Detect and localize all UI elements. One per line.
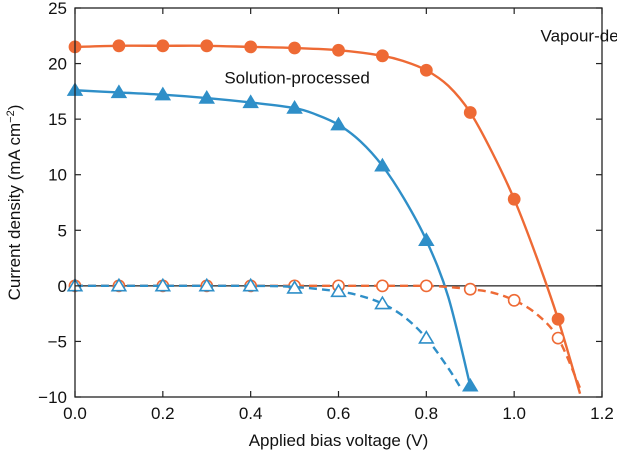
data-point [332,43,345,57]
data-point [507,293,521,307]
y-tick-label: −10 [38,388,67,407]
x-axis-title: Applied bias voltage (V) [249,431,429,450]
series-layer [66,39,582,395]
data-point [198,89,215,104]
data-point [463,106,477,119]
data-point [110,84,128,99]
data-point [286,280,303,294]
data-point [463,282,477,296]
data-point [376,279,389,293]
series-line-0 [75,44,582,395]
y-tick-label: −5 [48,332,67,351]
data-point [244,40,258,54]
data-point [507,192,521,206]
axes-layer: 0.0 0.2 0.4 0.6 0.8 1.0 1.2 −10 −5 0 5 10 15 20 25 Appl… [5,0,614,450]
data-point [330,116,347,131]
data-point [242,277,259,292]
data-point [462,377,479,392]
data-point [374,157,391,172]
x-tick-label: 0.0 [63,404,87,423]
label-vapour-deposited: Vapour-deposited [541,26,617,45]
data-point [551,312,565,326]
data-point [551,331,565,345]
x-tick-label: 1.2 [590,404,614,423]
data-point [374,295,391,310]
x-tick-label: 0.4 [239,404,263,423]
data-point [418,232,435,246]
x-tick-label: 0.8 [415,404,439,423]
annotation-layer: Vapour-deposited Solution-processed [224,26,617,87]
y-tick-label: 5 [58,221,67,240]
data-point [419,279,433,293]
y-tick-label: 0 [58,277,67,296]
series-line-1 [75,89,472,387]
data-point [330,283,347,298]
data-point [288,41,301,55]
series-1 [66,82,479,392]
data-point [200,39,214,53]
x-tick-label: 0.2 [151,404,175,423]
series-line-3 [75,284,463,390]
data-point [286,99,303,114]
series-line-2 [75,284,582,389]
data-point [419,63,433,77]
y-tick-label: 25 [48,0,67,18]
y-tick-label: 10 [48,166,67,185]
data-point [112,39,126,53]
series-0 [68,39,582,395]
data-point [154,86,172,101]
data-point [376,49,389,63]
y-tick-label: 20 [48,55,67,74]
y-tick-label: 15 [48,110,67,129]
y-axis-title: Current density (mA cm−2) [5,105,24,301]
x-tick-label: 1.0 [502,404,526,423]
y-axis-title-main: Current density (mA cm [5,123,24,301]
x-tick-label: 0.6 [327,404,351,423]
y-axis-title-close: ) [5,105,24,111]
data-point [154,277,172,292]
data-point [110,277,128,292]
plot-frame [74,7,603,398]
series-2 [68,279,582,389]
data-point [156,39,170,53]
data-point [198,277,215,292]
y-axis-title-sup: −2 [5,110,17,123]
data-point [418,330,435,344]
series-3 [66,277,463,390]
label-solution-processed: Solution-processed [224,69,370,88]
data-point [242,94,259,109]
